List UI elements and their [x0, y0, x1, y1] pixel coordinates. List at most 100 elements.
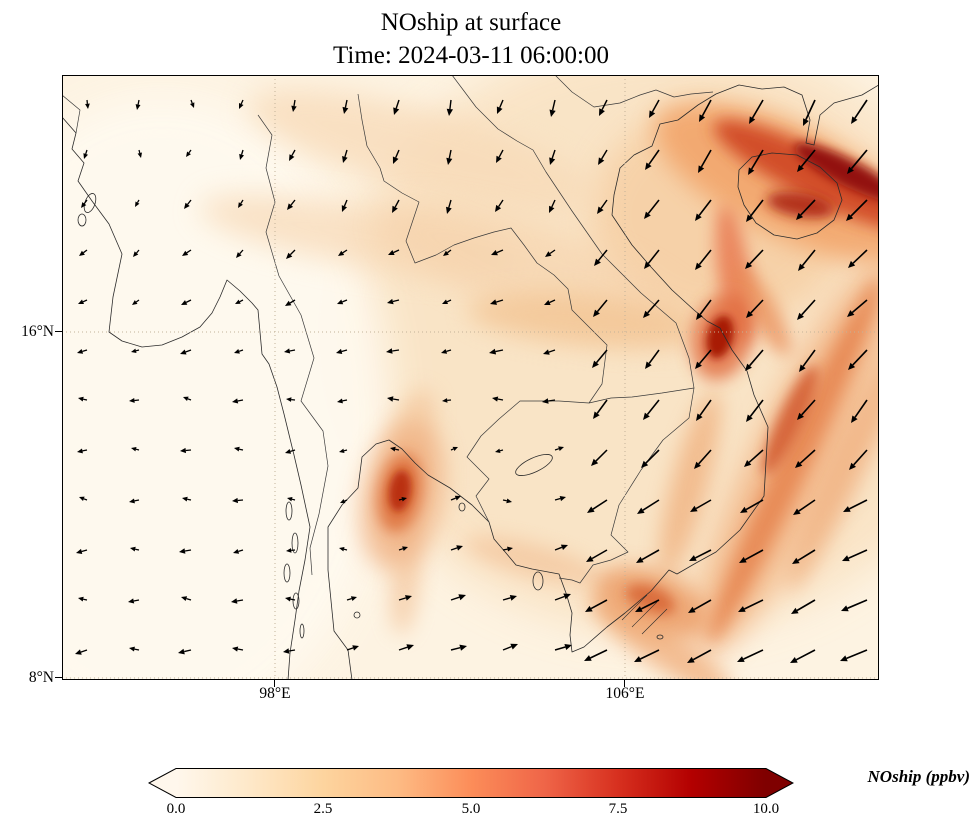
wind-arrow: [492, 396, 504, 402]
colorbar-bar: [148, 768, 794, 798]
wind-arrow: [234, 349, 244, 354]
wind-arrow: [542, 398, 556, 404]
wind-arrows: [75, 99, 868, 663]
wind-arrow: [346, 645, 359, 651]
island-mergui-4: [292, 592, 300, 610]
wind-arrow: [737, 649, 764, 662]
title-line-1: NOship at surface: [380, 9, 562, 36]
wind-arrow: [694, 449, 712, 469]
wind-arrow: [841, 599, 868, 612]
wind-arrow: [83, 149, 88, 159]
wind-arrow: [502, 498, 512, 504]
wind-arrow: [131, 447, 140, 452]
wind-arrow: [446, 199, 452, 214]
wind-arrow: [232, 398, 244, 404]
wind-arrow: [132, 299, 140, 305]
wind-arrow: [803, 99, 816, 126]
wind-arrow: [842, 549, 868, 562]
wind-arrow: [797, 399, 816, 420]
wind-arrow: [496, 149, 504, 163]
wind-arrow: [635, 599, 660, 612]
wind-arrow: [848, 349, 868, 370]
wind-arrow: [387, 298, 400, 305]
wind-arrow: [545, 249, 556, 257]
wind-arrow: [181, 596, 192, 601]
wind-arrow: [289, 149, 296, 161]
cbar-tick-2: 5.0: [461, 801, 481, 817]
wind-arrow: [129, 646, 140, 652]
xtick-106e: 106°E: [605, 685, 645, 702]
wind-arrow: [232, 646, 244, 652]
wind-arrow: [239, 149, 244, 160]
cbar-tick-1: 2.5: [313, 801, 333, 817]
island-mergui-2: [291, 532, 299, 554]
wind-arrow: [81, 199, 88, 208]
wind-arrow: [286, 548, 296, 553]
wind-arrow: [285, 449, 296, 454]
country-borders: [62, 75, 714, 584]
heat-plume-scs-lane-core: [709, 278, 879, 642]
border-china-vietnam: [554, 75, 714, 108]
wind-arrow: [745, 249, 764, 269]
wind-arrow: [502, 595, 517, 601]
wind-arrow: [337, 398, 348, 404]
wind-arrow: [797, 299, 816, 320]
wind-arrow: [687, 649, 712, 663]
ytick-8n: 8°N: [28, 669, 54, 686]
wind-arrow: [549, 99, 556, 117]
wind-arrow: [450, 545, 463, 551]
wind-arrow: [495, 199, 504, 212]
wind-arrow: [689, 549, 712, 561]
wind-arrow: [234, 446, 244, 452]
wind-arrow: [239, 99, 244, 109]
wind-arrow: [442, 299, 452, 304]
wind-arrow: [181, 299, 192, 305]
coastline-east: [327, 84, 879, 680]
wind-arrow: [598, 149, 608, 165]
wind-arrow: [795, 449, 816, 468]
wind-arrow: [393, 99, 400, 115]
wind-arrow: [543, 349, 556, 355]
wind-arrow: [793, 499, 816, 515]
wind-arrow: [337, 299, 348, 305]
island-mergui-3: [283, 563, 291, 583]
heat-plume-lane-coast-link: [733, 264, 791, 356]
wind-arrow: [554, 496, 566, 502]
wind-arrow: [502, 546, 513, 552]
wind-arrow: [851, 99, 868, 124]
xtick-98e: 98°E: [259, 685, 291, 702]
wind-arrow: [285, 299, 296, 306]
wind-arrow: [135, 199, 140, 207]
wind-arrow: [232, 497, 244, 504]
wind-arrow: [398, 595, 412, 601]
wind-arrow: [443, 249, 452, 256]
wind-arrow: [690, 499, 712, 512]
wind-arrow: [851, 399, 868, 423]
wind-arrow: [178, 648, 192, 655]
wind-arrow: [696, 299, 712, 320]
xtick-mark-98e: [274, 680, 276, 687]
wind-arrow: [489, 348, 504, 355]
wind-arrow: [78, 596, 88, 602]
wind-arrow: [594, 249, 608, 266]
wind-arrow: [745, 349, 764, 371]
wind-arrow: [339, 547, 348, 552]
island-samui: [353, 611, 361, 619]
wind-arrow: [586, 549, 608, 562]
wind-arrow: [231, 598, 244, 604]
wind-arrow: [129, 398, 140, 403]
wind-arrow: [183, 396, 192, 401]
wind-arrow: [491, 249, 504, 256]
wind-arrow: [446, 149, 453, 165]
wind-arrow: [637, 499, 660, 514]
wind-arrow: [554, 593, 571, 601]
wind-arrow: [77, 349, 88, 354]
wind-arrow: [593, 399, 608, 419]
wind-arrow: [236, 249, 244, 258]
wind-arrow: [696, 399, 712, 421]
cbar-tick-0: 0.0: [166, 801, 186, 817]
wind-arrow: [341, 199, 348, 212]
wind-arrow: [441, 349, 452, 354]
wind-arrow: [283, 648, 296, 654]
mekong-river-mouths: [621, 594, 668, 635]
